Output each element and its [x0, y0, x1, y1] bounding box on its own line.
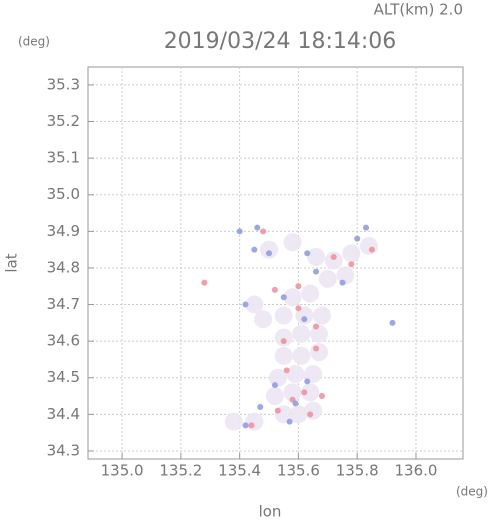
y-tick-label: 34.3: [47, 441, 80, 459]
y-tick-label: 34.4: [47, 405, 80, 423]
x-axis-label: lon: [259, 503, 282, 521]
echo-point: [309, 343, 328, 362]
echo-point: [301, 316, 308, 323]
echo-point: [242, 301, 249, 308]
echo-point: [295, 306, 314, 325]
echo-point: [313, 268, 320, 275]
echo-point: [251, 246, 258, 253]
echo-point: [301, 284, 320, 303]
echo-point: [283, 233, 302, 252]
y-tick-label: 34.7: [47, 295, 80, 313]
x-tick-label: 135.0: [101, 462, 144, 480]
echo-point: [283, 383, 302, 402]
echo-point: [313, 345, 320, 352]
echo-point: [274, 328, 293, 347]
echo-point: [324, 251, 343, 270]
echo-point: [389, 319, 396, 326]
echo-point: [318, 393, 325, 400]
echo-point: [309, 324, 328, 343]
echo-point: [245, 295, 264, 314]
echo-point: [283, 288, 302, 307]
y-tick-label: 35.1: [47, 149, 80, 167]
echo-point: [292, 400, 299, 407]
echo-point: [274, 346, 293, 365]
x-tick-label: 135.6: [277, 462, 320, 480]
echo-point: [304, 365, 323, 384]
echo-point: [286, 365, 305, 384]
echo-point: [271, 286, 278, 293]
echo-point: [274, 407, 281, 414]
echo-point: [286, 418, 293, 425]
altitude-label: ALT(km) 2.0: [374, 1, 463, 19]
echo-point: [295, 305, 302, 312]
echo-point: [313, 323, 320, 330]
echo-point: [224, 412, 243, 431]
echo-point: [339, 279, 346, 286]
x-tick-label: 135.2: [159, 462, 202, 480]
echo-point: [257, 404, 264, 411]
echo-point: [336, 266, 355, 285]
y-tick-label: 35.0: [47, 185, 80, 203]
echo-point: [368, 246, 375, 253]
echo-point: [280, 338, 287, 345]
y-tick-label: 35.3: [47, 75, 80, 93]
echo-point: [301, 389, 308, 396]
echo-point: [254, 310, 273, 329]
echo-point: [292, 324, 311, 343]
echo-point: [248, 422, 255, 429]
echo-point: [260, 228, 267, 235]
x-unit: (deg): [456, 485, 488, 499]
x-tick-label: 136.0: [395, 462, 438, 480]
y-tick-label: 35.2: [47, 112, 80, 130]
y-tick-label: 34.9: [47, 222, 80, 240]
echo-point: [304, 401, 323, 420]
echo-point: [266, 250, 273, 257]
y-axis-label: lat: [3, 253, 21, 272]
chart-title: 2019/03/24 18:14:06: [164, 29, 397, 54]
echo-point: [280, 294, 287, 301]
echo-point: [271, 382, 278, 389]
y-tick-label: 34.8: [47, 258, 80, 276]
echo-point: [265, 387, 284, 406]
echo-point: [301, 383, 320, 402]
echo-point: [236, 228, 243, 235]
echo-point: [330, 253, 337, 260]
echo-point: [295, 283, 302, 290]
echo-point: [292, 346, 311, 365]
echo-point: [312, 306, 331, 325]
echo-point: [307, 247, 326, 266]
y-unit: (deg): [18, 35, 50, 49]
echo-point: [289, 405, 308, 424]
echo-point: [201, 279, 208, 286]
echo-point: [304, 378, 311, 385]
plot-frame: [87, 66, 464, 460]
echo-point: [318, 269, 337, 288]
echo-point: [304, 250, 311, 257]
echo-point: [348, 261, 355, 268]
echo-point: [342, 244, 361, 263]
echo-point: [359, 236, 378, 255]
echo-point: [268, 368, 287, 387]
echo-point: [242, 422, 249, 429]
echo-point: [274, 306, 293, 325]
y-tick-label: 34.6: [47, 332, 80, 350]
y-tick-label: 34.5: [47, 368, 80, 386]
echo-point: [254, 224, 261, 231]
echo-point: [245, 412, 264, 431]
echo-point: [354, 235, 361, 242]
echo-point: [283, 367, 290, 374]
x-tick-label: 135.4: [218, 462, 261, 480]
echo-point: [363, 224, 370, 231]
x-tick-label: 135.8: [336, 462, 379, 480]
echo-point: [307, 411, 314, 418]
echo-point: [260, 240, 279, 259]
